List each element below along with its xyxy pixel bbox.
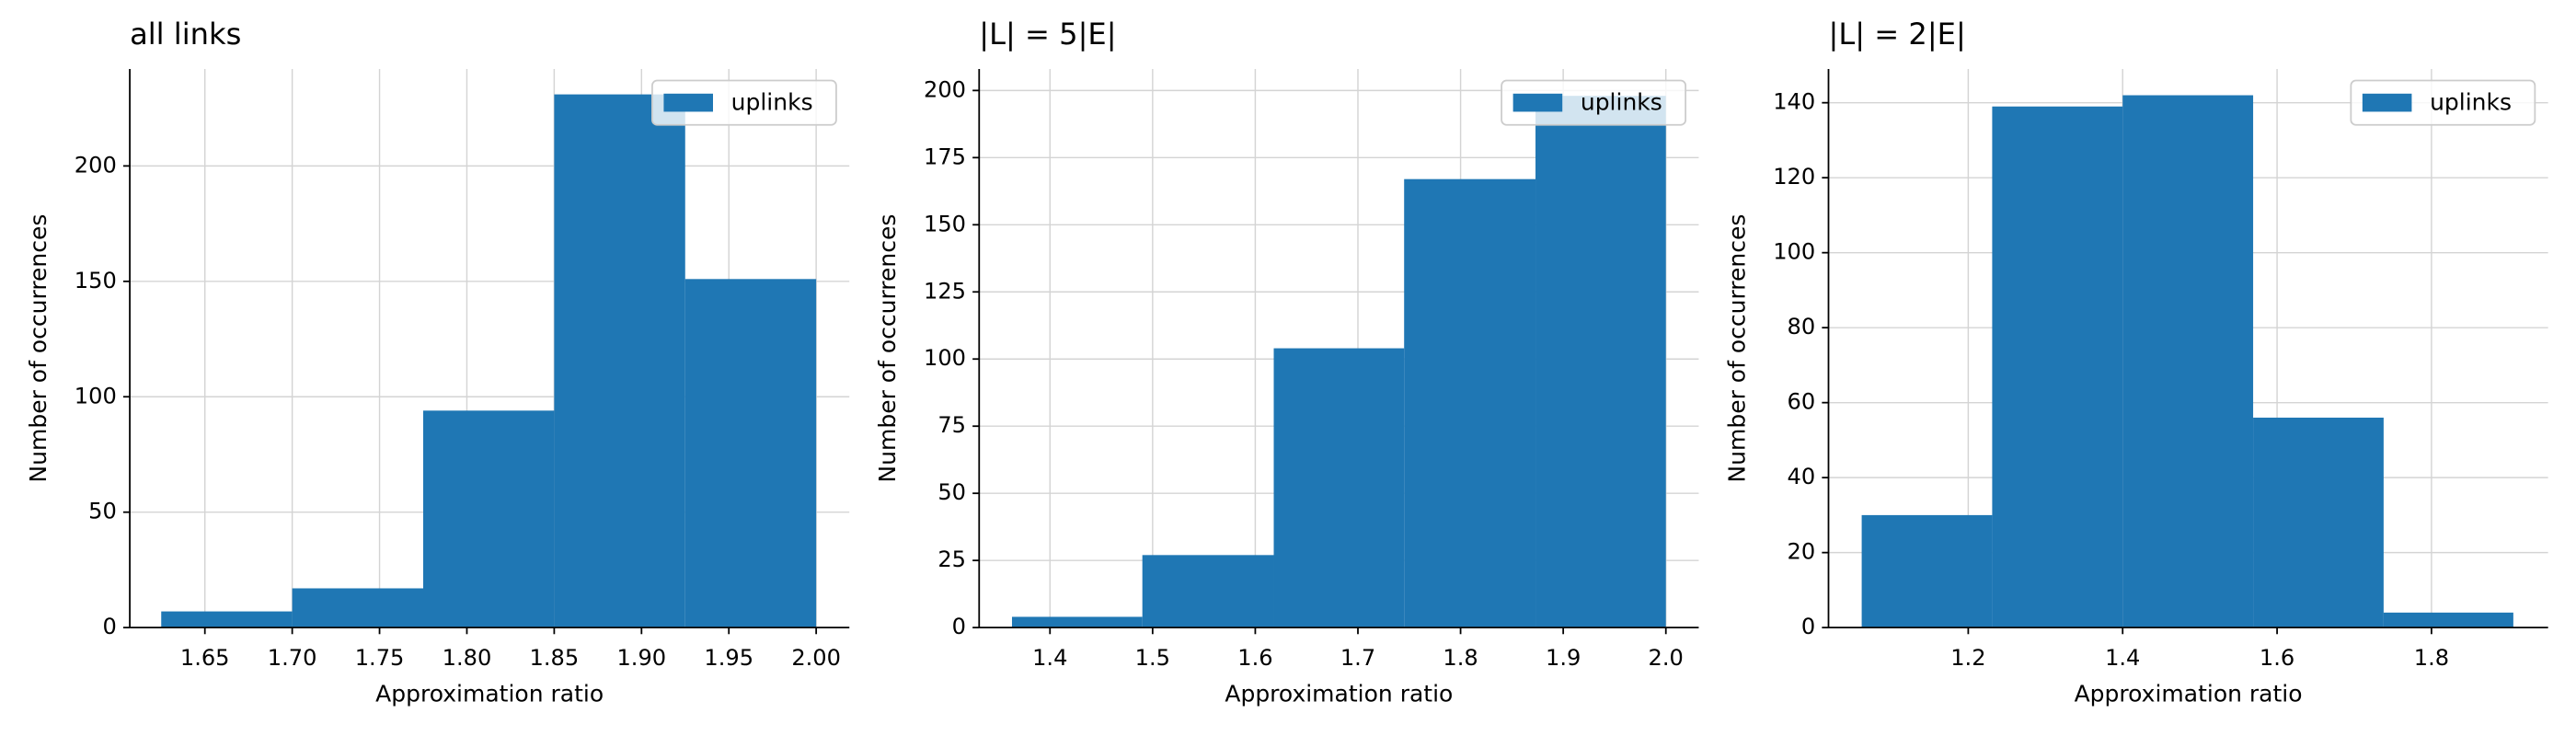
y-tick-label: 100 [924,345,966,371]
histogram-bar [1861,514,1993,628]
x-tick-label: 1.9 [1546,645,1581,671]
x-tick-label: 2.00 [791,645,841,671]
y-tick-label: 20 [1788,539,1816,565]
y-tick-label: 50 [88,499,117,524]
histogram-bar [554,94,685,628]
subplot: 1.65 1.70 1.75 1.80 1.85 1.90 1.95 2.00 0 50 100 15… [25,17,850,707]
y-tick-label: 120 [1773,164,1815,190]
chart-title: |L| = 5|E| [979,17,1116,52]
y-tick-label: 175 [924,144,966,169]
legend-swatch [1512,93,1563,112]
legend-swatch [663,93,713,112]
x-tick-label: 1.70 [268,645,317,671]
histogram-bar [1404,178,1536,628]
legend-label: uplinks [731,89,813,116]
y-tick-label: 50 [937,479,966,505]
subplot: 1.4 1.5 1.6 1.7 1.8 1.9 2.0 0 25 50 75 100 125 150 175… [874,17,1699,707]
y-tick-label: 150 [924,211,966,236]
histogram-bar [684,279,817,628]
x-tick-label: 2.0 [1649,645,1684,671]
y-tick-label: 25 [937,546,966,572]
x-axis-label: Approximation ratio [375,680,604,707]
histogram-bar [1142,555,1274,628]
y-tick-label: 40 [1788,464,1816,489]
histogram-bar [1011,616,1143,628]
x-tick-label: 1.5 [1135,645,1170,671]
x-tick-label: 1.6 [1237,645,1272,671]
y-tick-label: 200 [924,76,966,102]
x-tick-label: 1.80 [443,645,492,671]
histogram-bar [423,410,555,628]
y-tick-label: 0 [952,614,966,639]
y-axis-label: Number of occurrences [874,214,901,483]
y-tick-label: 125 [924,278,966,304]
x-tick-label: 1.4 [2105,645,2140,671]
y-tick-label: 200 [75,152,117,178]
y-axis-label: Number of occurrences [25,214,52,483]
histogram-bar [1273,348,1405,628]
histogram-bar [1992,106,2123,628]
legend-box [651,79,837,126]
histogram-bar [1535,96,1666,628]
y-tick-label: 100 [75,383,117,408]
y-axis-label: Number of occurrences [1723,214,1750,483]
x-tick-label: 1.4 [1032,645,1067,671]
y-tick-label: 140 [1773,89,1815,115]
subplot: 1.2 1.4 1.6 1.8 0 20 40 60 80 100 120 140 |L| = 2|E|… [1723,17,2548,707]
legend-box [2350,79,2536,126]
x-tick-label: 1.2 [1950,645,1985,671]
legend-box [1501,79,1687,126]
histogram-bar [2253,417,2384,628]
legend-label: uplinks [1581,89,1662,116]
chart-title: all links [130,17,241,52]
chart-title: |L| = 2|E| [1829,17,1966,52]
x-tick-label: 1.85 [530,645,580,671]
legend-swatch [2362,93,2412,112]
x-tick-label: 1.90 [616,645,666,671]
y-tick-label: 80 [1788,314,1816,339]
x-axis-label: Approximation ratio [1225,680,1453,707]
x-axis-label: Approximation ratio [2075,680,2303,707]
histogram-bar [2122,95,2254,628]
legend-label: uplinks [2430,89,2512,116]
y-tick-label: 60 [1788,389,1816,415]
x-tick-label: 1.8 [1443,645,1478,671]
histogram-bar [2383,612,2513,628]
x-tick-label: 1.75 [355,645,405,671]
x-tick-label: 1.95 [704,645,753,671]
x-tick-label: 1.8 [2414,645,2449,671]
y-tick-label: 75 [937,412,966,438]
y-tick-label: 0 [1801,614,1815,639]
x-tick-label: 1.65 [180,645,230,671]
histogram-bar [161,611,293,628]
x-tick-label: 1.6 [2260,645,2294,671]
y-tick-label: 100 [1773,239,1815,265]
y-tick-label: 0 [102,614,116,639]
y-tick-label: 150 [75,268,117,293]
histogram-bar [292,588,424,628]
x-tick-label: 1.7 [1340,645,1375,671]
